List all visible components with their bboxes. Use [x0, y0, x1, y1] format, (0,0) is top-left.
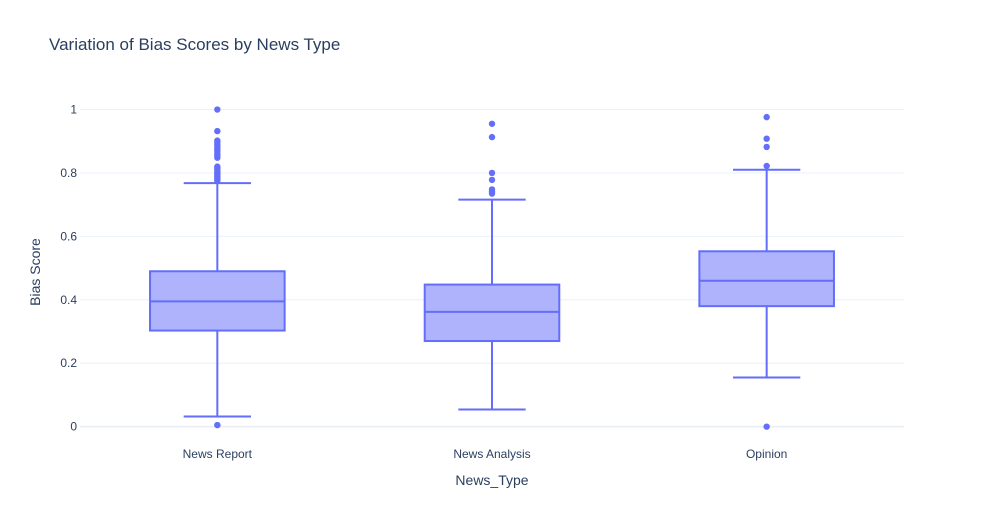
x-tick-label: Opinion: [746, 447, 787, 461]
y-tick-label: 0.8: [60, 166, 77, 180]
x-axis-ticks: News Report News Analysis Opinion: [183, 447, 788, 461]
y-tick-label: 1: [70, 103, 77, 117]
x-tick-label: News Analysis: [453, 447, 530, 461]
outlier-point: [488, 133, 496, 141]
x-tick-label: News Report: [183, 447, 253, 461]
outlier-point: [763, 135, 770, 142]
x-axis-title: News_Type: [455, 472, 528, 488]
box-news-report: [149, 106, 286, 429]
y-tick-label: 0.2: [60, 356, 77, 370]
outlier-point: [488, 120, 496, 127]
outlier-point: [763, 423, 770, 430]
box-opinion: [698, 113, 835, 430]
y-axis-ticks: 0 0.2 0.4 0.6 0.8 1: [60, 103, 77, 434]
y-axis-title: Bias Score: [27, 238, 43, 306]
y-tick-label: 0.4: [60, 293, 77, 307]
boxes: [149, 106, 835, 430]
outlier-point: [488, 186, 496, 193]
outlier-point: [214, 127, 221, 135]
outlier-point: [488, 169, 496, 177]
outlier-point: [488, 176, 496, 184]
outlier-point: [763, 162, 770, 170]
y-tick-label: 0.6: [60, 229, 77, 243]
outlier-point: [214, 163, 221, 170]
outlier-point: [214, 106, 221, 113]
outlier-point: [214, 421, 221, 429]
outlier-point: [763, 113, 770, 121]
iqr-box: [698, 250, 835, 308]
chart-title: Variation of Bias Scores by News Type: [49, 35, 340, 54]
y-tick-label: 0: [70, 420, 77, 434]
outlier-point: [214, 137, 221, 144]
box-news-analysis: [423, 120, 561, 411]
outlier-point: [763, 143, 770, 151]
